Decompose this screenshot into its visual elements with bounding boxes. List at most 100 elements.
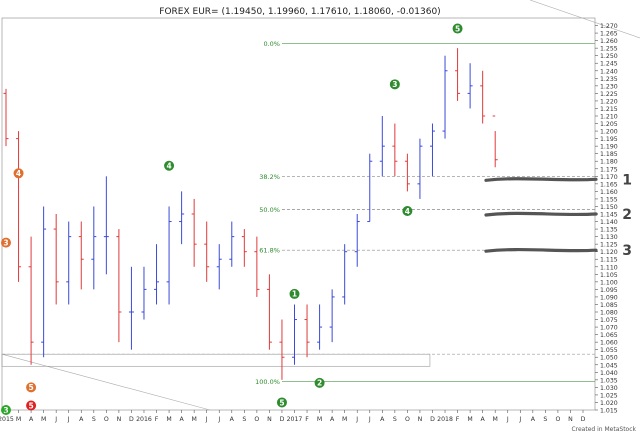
fib-level-label: 100.0% bbox=[255, 378, 280, 386]
chart-title: FOREX EUR= (1.19450, 1.19960, 1.17610, 1… bbox=[159, 7, 440, 17]
svg-text:4: 4 bbox=[405, 207, 410, 216]
ohlc-bar bbox=[103, 176, 109, 275]
x-tick-label: N bbox=[418, 416, 423, 423]
y-tick-label: 1.160 bbox=[600, 189, 618, 196]
x-tick-label: M bbox=[166, 416, 171, 423]
ohlc-bar bbox=[216, 244, 222, 290]
y-tick-label: 1.065 bbox=[600, 332, 618, 339]
x-tick-label: J bbox=[67, 416, 70, 423]
lower-trendline bbox=[1, 353, 211, 411]
y-tick-label: 1.040 bbox=[600, 370, 618, 377]
ohlc-bar bbox=[455, 48, 461, 101]
svg-text:5: 5 bbox=[28, 383, 33, 392]
x-tick-label: S bbox=[393, 416, 397, 423]
x-tick-label: J bbox=[506, 416, 509, 423]
ohlc-bar bbox=[128, 266, 134, 350]
ohlc-bar bbox=[191, 198, 197, 267]
y-tick-label: 1.150 bbox=[600, 204, 618, 211]
wave-label: 3 bbox=[389, 79, 400, 90]
x-tick-label: M bbox=[317, 416, 322, 423]
wave-label: 5 bbox=[26, 382, 37, 393]
wave-label: 4 bbox=[13, 168, 24, 179]
y-tick-label: 1.085 bbox=[600, 302, 618, 309]
ohlc-bar bbox=[367, 153, 373, 223]
support-zone bbox=[1, 353, 431, 367]
x-tick-label: A bbox=[230, 416, 235, 423]
ohlc-bar bbox=[442, 55, 448, 139]
x-tick-label: A bbox=[179, 416, 184, 423]
y-tick-label: 1.205 bbox=[600, 121, 618, 128]
target-stroke bbox=[484, 211, 598, 217]
ohlc-bar bbox=[254, 236, 260, 297]
x-tick-label: S bbox=[242, 416, 246, 423]
x-tick-label: J bbox=[518, 416, 521, 423]
wave-label: 5 bbox=[276, 397, 287, 408]
y-tick-label: 1.170 bbox=[600, 174, 618, 181]
y-tick-label: 1.115 bbox=[600, 257, 618, 264]
y-tick-label: 1.210 bbox=[600, 114, 618, 121]
y-tick-label: 1.135 bbox=[600, 227, 618, 234]
x-tick-label: D bbox=[129, 416, 134, 423]
x-tick-label: M bbox=[16, 416, 21, 423]
y-tick-label: 1.030 bbox=[600, 385, 618, 392]
x-tick-label: O bbox=[405, 416, 410, 423]
y-tick-label: 1.075 bbox=[600, 317, 618, 324]
ohlc-bar bbox=[354, 214, 360, 267]
ohlc-bar bbox=[154, 244, 160, 305]
x-tick-label: A bbox=[29, 416, 34, 423]
x-tick-label: O bbox=[254, 416, 259, 423]
y-tick-label: 1.185 bbox=[600, 151, 618, 158]
y-tick-label: 1.125 bbox=[600, 242, 618, 249]
fib-level-label: 38.2% bbox=[259, 173, 280, 181]
wave-label: 1 bbox=[289, 288, 300, 299]
ohlc-bar bbox=[317, 304, 323, 350]
x-tick-label: A bbox=[481, 416, 486, 423]
y-tick-label: 1.130 bbox=[600, 234, 618, 241]
x-tick-label: D bbox=[430, 416, 435, 423]
x-tick-label: N bbox=[568, 416, 573, 423]
svg-text:5: 5 bbox=[279, 398, 284, 407]
ohlc-bar bbox=[78, 221, 84, 290]
ohlc-bar bbox=[417, 138, 423, 199]
ohlc-bar bbox=[429, 123, 435, 177]
y-tick-label: 1.225 bbox=[600, 91, 618, 98]
y-tick-label: 1.240 bbox=[600, 68, 618, 75]
svg-text:1: 1 bbox=[292, 290, 297, 299]
price-bars bbox=[3, 48, 498, 380]
wave-label: 4 bbox=[164, 160, 175, 171]
x-tick-label: M bbox=[467, 416, 472, 423]
y-tick-label: 1.195 bbox=[600, 136, 618, 143]
y-tick-label: 1.025 bbox=[600, 392, 618, 399]
y-tick-label: 1.105 bbox=[600, 272, 618, 279]
y-tick-label: 1.230 bbox=[600, 83, 618, 90]
ohlc-bar bbox=[16, 131, 22, 282]
target-label: 1 bbox=[622, 172, 632, 188]
y-tick-label: 1.045 bbox=[600, 362, 618, 369]
x-tick-label: N bbox=[117, 416, 122, 423]
trendline-layer bbox=[1, 0, 640, 411]
x-tick-label: F bbox=[305, 416, 309, 423]
x-tick-label: J bbox=[217, 416, 220, 423]
y-tick-label: 1.055 bbox=[600, 347, 618, 354]
x-tick-label: M bbox=[41, 416, 46, 423]
x-tick-label: A bbox=[79, 416, 84, 423]
y-tick-label: 1.175 bbox=[600, 166, 618, 173]
y-tick-label: 1.220 bbox=[600, 98, 618, 105]
y-tick-label: 1.100 bbox=[600, 279, 618, 286]
y-tick-label: 1.140 bbox=[600, 219, 618, 226]
ohlc-bar bbox=[467, 63, 473, 109]
x-tick-label: O bbox=[104, 416, 109, 423]
y-tick-label: 1.235 bbox=[600, 76, 618, 83]
target-stroke bbox=[484, 177, 598, 182]
wave-label: 5 bbox=[26, 400, 37, 411]
target-paths: 1 2 3 bbox=[484, 172, 632, 259]
y-tick-label: 1.180 bbox=[600, 159, 618, 166]
wave-label: 2 bbox=[314, 377, 325, 388]
ohlc-bar bbox=[28, 236, 34, 365]
upper-trendline bbox=[529, 0, 640, 39]
fib-level-label: 50.0% bbox=[259, 206, 280, 214]
y-tick-label: 1.035 bbox=[600, 377, 618, 384]
